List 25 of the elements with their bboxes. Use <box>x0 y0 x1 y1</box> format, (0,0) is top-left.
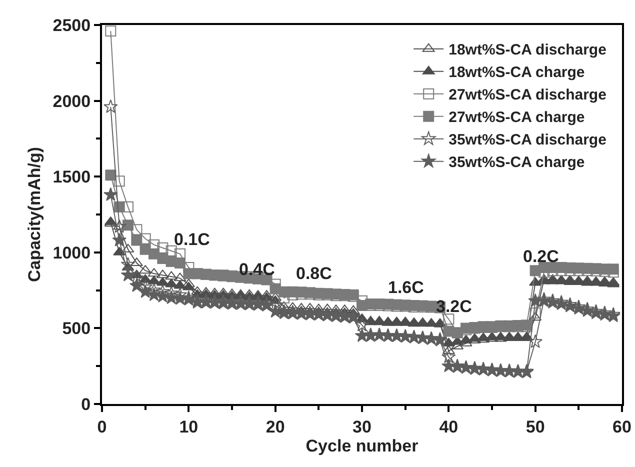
legend-label: 18wt%S-CA charge <box>448 64 585 82</box>
annotation: 0.2C <box>523 247 559 266</box>
y-tick-label: 2500 <box>52 16 91 35</box>
annotation: 0.1C <box>174 230 210 249</box>
annotation: 0.8C <box>296 264 332 283</box>
y-tick-label: 1500 <box>52 168 91 187</box>
x-tick-label: 30 <box>352 417 372 436</box>
x-tick-label: 40 <box>439 417 458 436</box>
x-tick-label: 20 <box>266 417 285 436</box>
legend-label: 35wt%S-CA discharge <box>448 132 606 149</box>
x-tick-label: 50 <box>526 417 545 436</box>
annotation: 1.6C <box>388 278 424 297</box>
legend-label: 18wt%S-CA discharge <box>448 42 606 59</box>
x-axis-title: Cycle number <box>306 436 419 456</box>
legend-label: 27wt%S-CA charge <box>448 109 585 126</box>
x-tick-label: 0 <box>97 417 107 436</box>
y-axis-title: Capacity(mAh/g) <box>24 146 44 282</box>
y-tick-label: 500 <box>62 319 91 338</box>
legend-label: 35wt%S-CA charge <box>448 154 585 172</box>
y-tick-label: 1000 <box>52 243 91 262</box>
y-tick-label: 2000 <box>52 92 91 111</box>
y-tick-label: 0 <box>81 394 91 414</box>
x-tick-label: 10 <box>179 417 198 436</box>
x-tick-label: 60 <box>612 417 632 436</box>
legend-label: 27wt%S-CA discharge <box>448 86 606 104</box>
